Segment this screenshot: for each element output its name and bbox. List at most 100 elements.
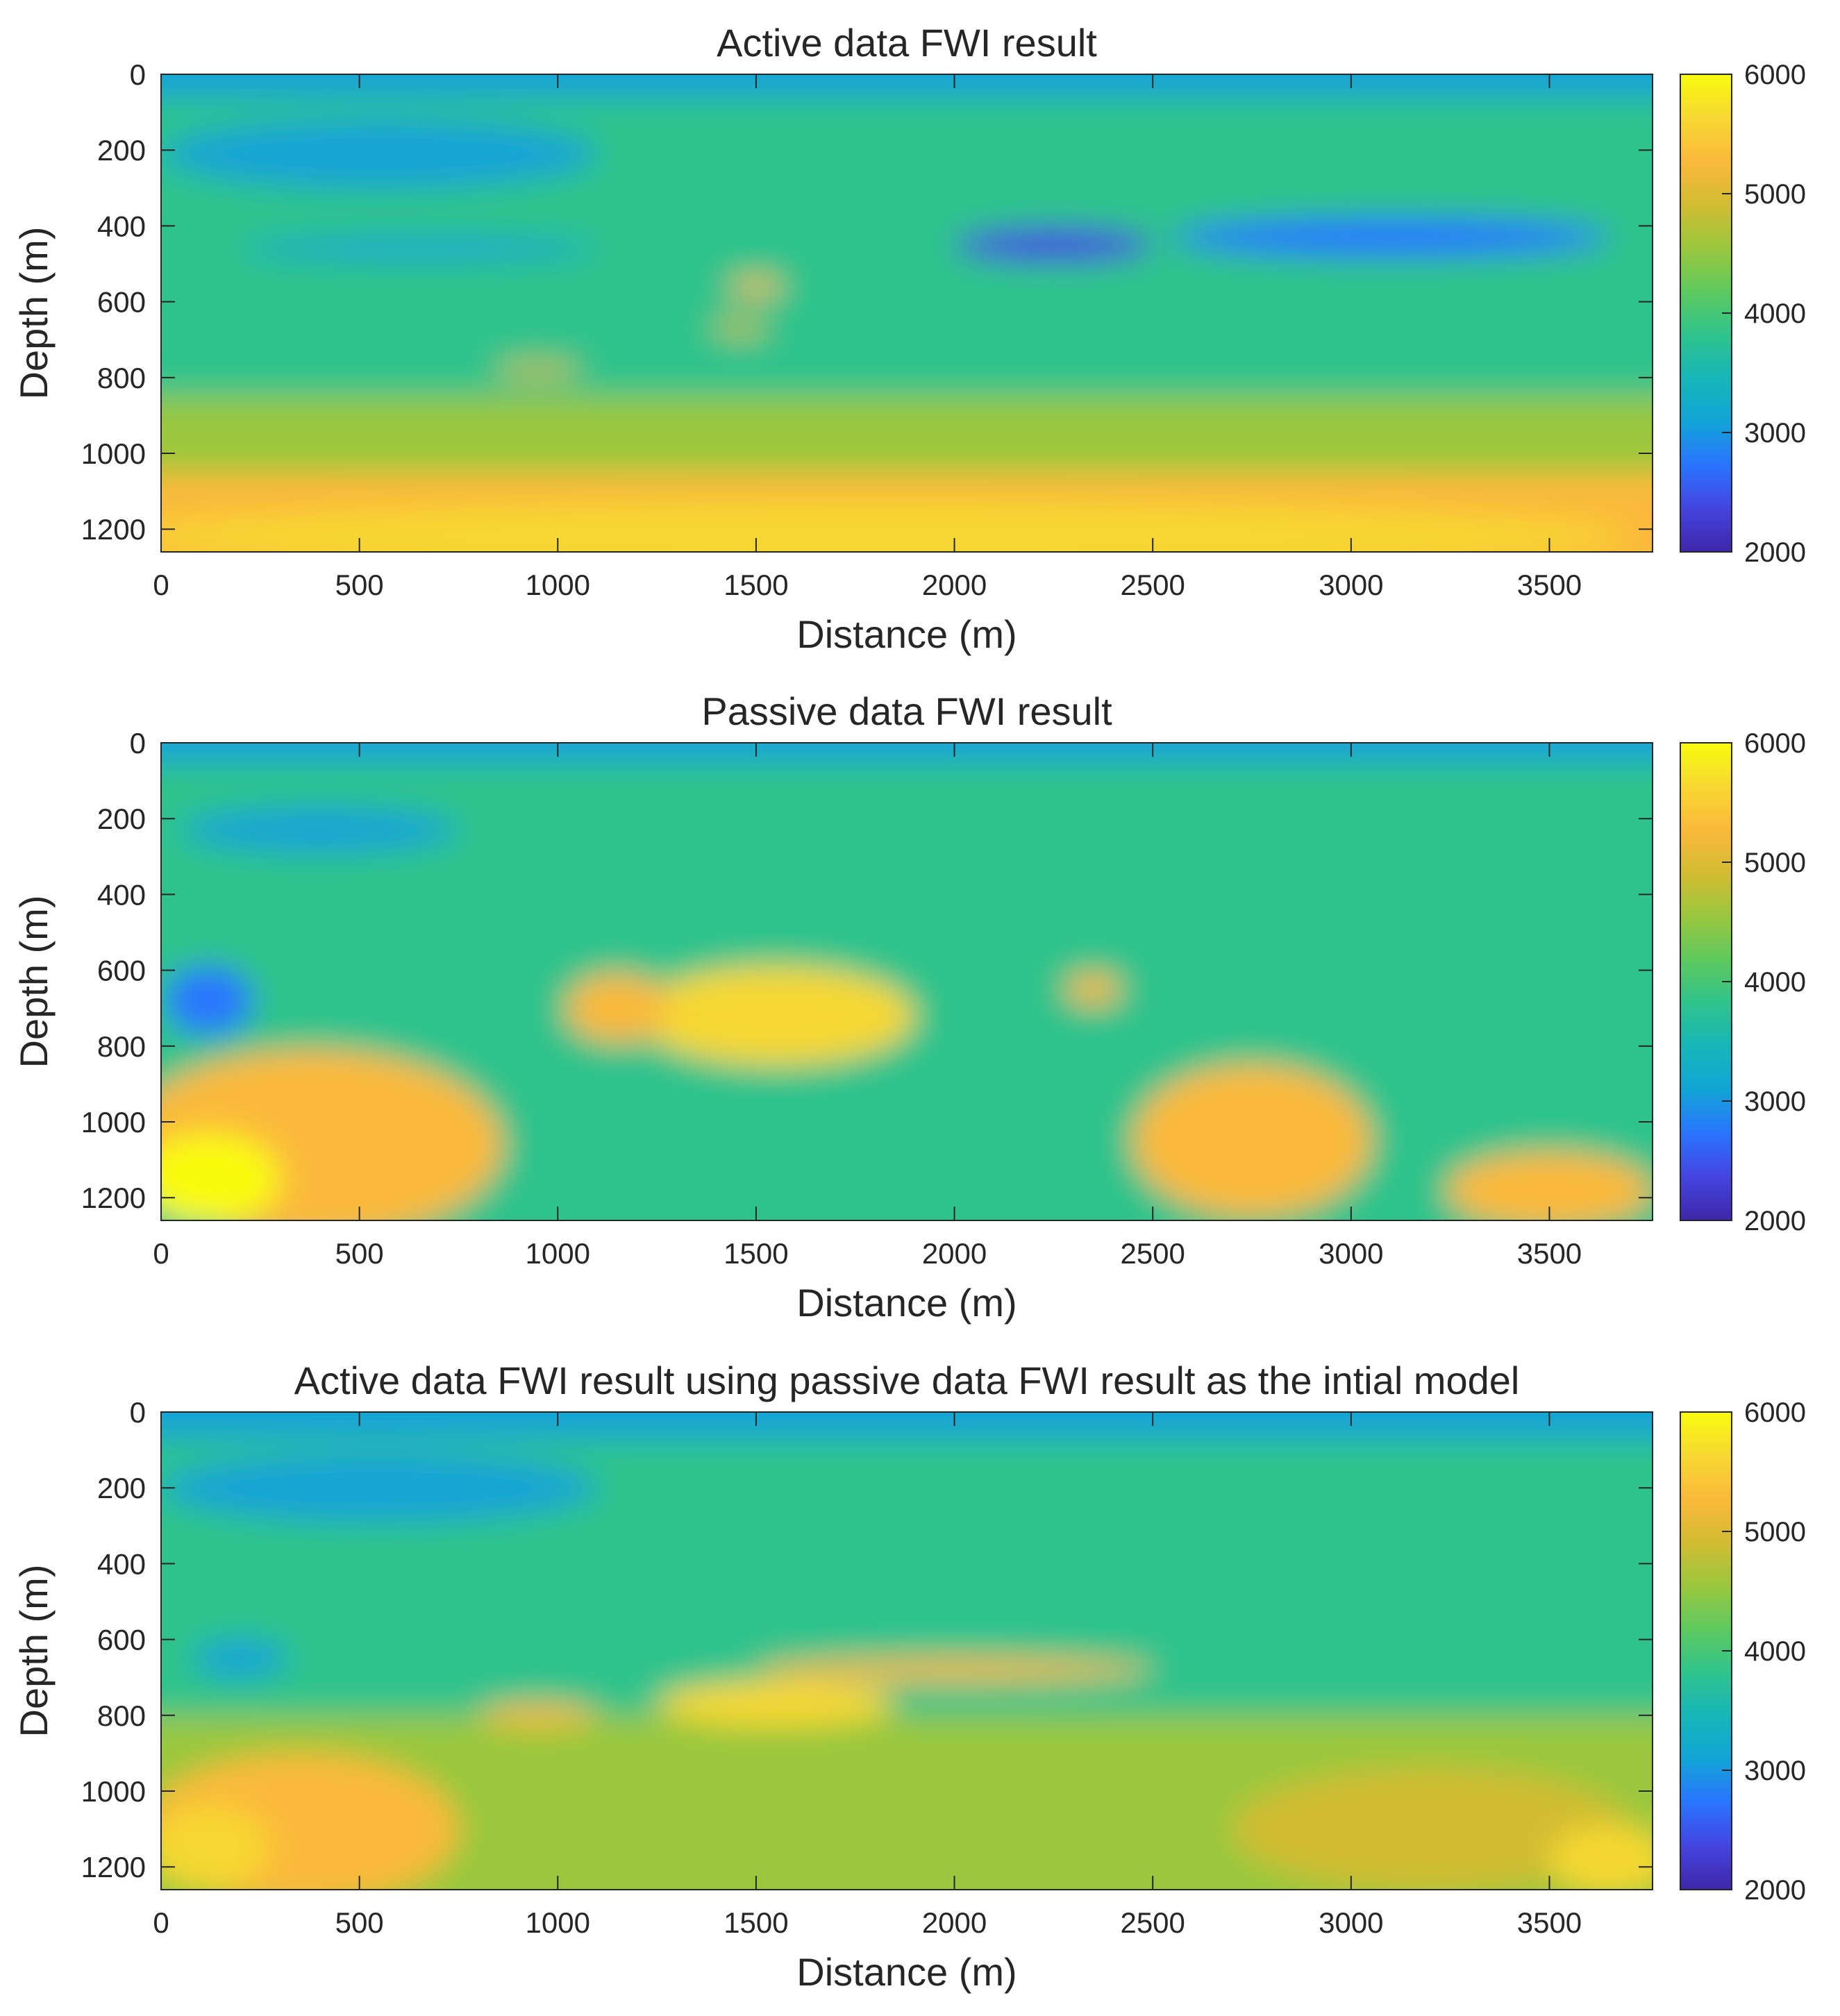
- x-tick-label: 0: [153, 1906, 169, 1939]
- velocity-layer: [161, 396, 1653, 473]
- x-axis-label: Distance (m): [796, 1950, 1017, 1994]
- colorbar-tick-label: 5000: [1744, 179, 1806, 210]
- velocity-anomaly: [494, 362, 582, 378]
- x-axis-label: Distance (m): [796, 1281, 1017, 1325]
- y-tick-label: 1200: [81, 1182, 146, 1214]
- x-tick-label: 2000: [922, 1906, 987, 1939]
- x-tick-label: 2000: [922, 569, 987, 601]
- y-tick-label: 800: [97, 1030, 146, 1063]
- panel-3: Active data FWI result using passive dat…: [12, 1359, 1806, 1994]
- x-tick-label: 2500: [1120, 1906, 1185, 1939]
- colorbar-tick-label: 3000: [1744, 418, 1806, 448]
- velocity-anomaly: [755, 1658, 1153, 1681]
- y-axis-label: Depth (m): [12, 1565, 56, 1738]
- y-tick-label: 1000: [81, 1775, 146, 1808]
- x-tick-label: 3500: [1517, 1237, 1582, 1270]
- y-tick-label: 800: [97, 1699, 146, 1732]
- y-tick-label: 1200: [81, 1851, 146, 1883]
- heatmap: [161, 743, 1653, 1220]
- velocity-anomaly: [161, 1806, 269, 1890]
- velocity-anomaly: [161, 503, 1629, 552]
- x-axis-label: Distance (m): [796, 612, 1017, 656]
- x-tick-label: 3500: [1517, 1906, 1582, 1939]
- velocity-anomaly: [161, 1454, 598, 1522]
- x-tick-label: 500: [335, 1237, 384, 1270]
- colorbar-tick-label: 5000: [1744, 848, 1806, 878]
- velocity-anomaly: [1446, 1152, 1653, 1220]
- y-tick-label: 0: [130, 58, 146, 91]
- x-tick-label: 1500: [724, 1906, 788, 1939]
- colorbar-tick-label: 3000: [1744, 1086, 1806, 1117]
- y-tick-label: 800: [97, 362, 146, 394]
- x-tick-label: 1000: [526, 1906, 590, 1939]
- velocity-anomaly: [1549, 1825, 1653, 1890]
- velocity-anomaly: [712, 320, 769, 336]
- x-tick-label: 1500: [724, 569, 788, 601]
- y-tick-label: 400: [97, 210, 146, 242]
- colorbar-tick-label: 4000: [1744, 299, 1806, 329]
- colorbar-tick-label: 2000: [1744, 1206, 1806, 1236]
- x-tick-label: 0: [153, 1237, 169, 1270]
- velocity-anomaly: [565, 974, 669, 1043]
- y-tick-label: 0: [130, 727, 146, 759]
- velocity-anomaly: [192, 1639, 288, 1678]
- y-tick-label: 600: [97, 955, 146, 987]
- velocity-anomaly: [478, 1704, 598, 1727]
- colorbar-tick-label: 6000: [1744, 728, 1806, 759]
- chart-title: Active data FWI result using passive dat…: [294, 1359, 1520, 1402]
- colorbar: 2000 3000 4000 5000 6000: [1680, 1397, 1806, 1906]
- y-tick-label: 200: [97, 1472, 146, 1504]
- y-axis-label: Depth (m): [12, 227, 56, 400]
- x-tick-label: 0: [153, 569, 169, 601]
- x-tick-label: 500: [335, 1906, 384, 1939]
- colorbar: 2000 3000 4000 5000 6000: [1680, 60, 1806, 568]
- velocity-layer: [161, 743, 1653, 762]
- x-tick-label: 3000: [1319, 569, 1383, 601]
- velocity-anomaly: [657, 1681, 895, 1727]
- velocity-anomaly: [1132, 1065, 1371, 1217]
- y-tick-label: 1000: [81, 1106, 146, 1139]
- velocity-layer: [161, 184, 1653, 397]
- velocity-anomaly: [728, 278, 784, 295]
- colorbar-tick-label: 3000: [1744, 1756, 1806, 1786]
- y-axis-label: Depth (m): [12, 896, 56, 1068]
- colorbar-tick-label: 2000: [1744, 537, 1806, 568]
- y-tick-label: 1200: [81, 513, 146, 546]
- colorbar-tick-label: 4000: [1744, 1636, 1806, 1667]
- colorbar-tick-label: 6000: [1744, 1397, 1806, 1428]
- velocity-anomaly: [161, 119, 598, 188]
- x-tick-label: 1000: [526, 569, 590, 601]
- colorbar-tick-label: 4000: [1744, 967, 1806, 998]
- x-tick-label: 1000: [526, 1237, 590, 1270]
- x-tick-label: 3000: [1319, 1906, 1383, 1939]
- velocity-layer: [161, 74, 1653, 97]
- y-tick-label: 200: [97, 134, 146, 167]
- colorbar-tick-label: 5000: [1744, 1517, 1806, 1547]
- axes-frame: [160, 1411, 1653, 1890]
- x-tick-label: 3500: [1517, 569, 1582, 601]
- y-tick-label: 400: [97, 878, 146, 911]
- velocity-anomaly: [181, 807, 459, 853]
- x-tick-label: 1500: [724, 1237, 788, 1270]
- colorbar-tick-label: 2000: [1744, 1875, 1806, 1906]
- y-tick-label: 0: [130, 1396, 146, 1429]
- velocity-anomaly: [954, 228, 1153, 262]
- x-tick-label: 2500: [1120, 1237, 1185, 1270]
- velocity-anomaly: [1172, 218, 1609, 257]
- velocity-anomaly: [1065, 974, 1121, 1005]
- velocity-anomaly: [240, 237, 598, 260]
- chart-title: Passive data FWI result: [701, 689, 1112, 733]
- velocity-anomaly: [1232, 1768, 1629, 1890]
- x-tick-label: 2500: [1120, 569, 1185, 601]
- x-tick-label: 3000: [1319, 1237, 1383, 1270]
- heatmap: [161, 1412, 1653, 1890]
- y-tick-label: 200: [97, 803, 146, 835]
- y-tick-label: 400: [97, 1547, 146, 1580]
- velocity-layer: [161, 1518, 1653, 1715]
- chart-title: Active data FWI result: [717, 21, 1097, 65]
- velocity-layer: [161, 1412, 1653, 1439]
- x-tick-label: 500: [335, 569, 384, 601]
